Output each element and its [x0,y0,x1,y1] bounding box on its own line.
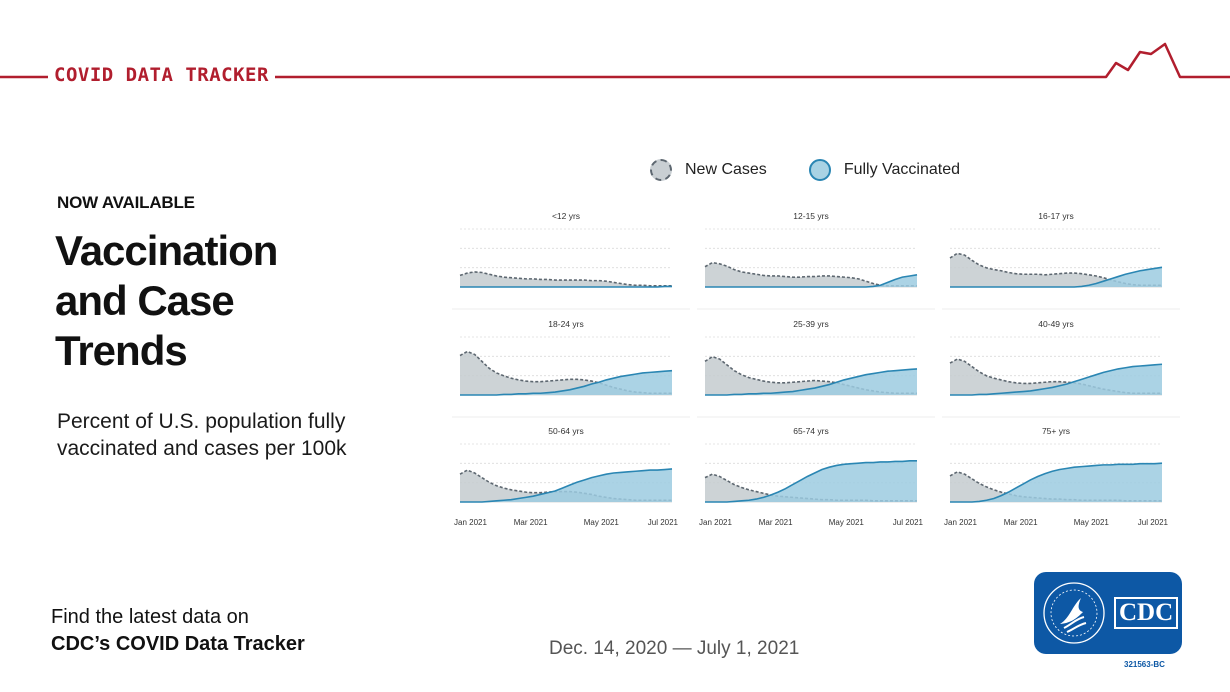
legend-new-cases: New Cases [650,159,767,181]
headline: Vaccination and Case Trends [55,226,385,376]
x-tick-label: May 2021 [584,518,620,527]
subtitle: Percent of U.S. population fully vaccina… [57,410,347,460]
header-trend-line [0,42,1230,79]
chart-legend: New Cases Fully Vaccinated [650,156,1002,184]
panel-title: 40-49 yrs [1038,319,1073,329]
kicker-label: NOW AVAILABLE [57,193,195,212]
x-tick-label: Jan 2021 [454,518,487,527]
series-line-vaccinated [460,369,673,396]
series-line-vaccinated [950,266,1163,288]
series-area-cases [705,356,917,395]
x-tick-label: Jan 2021 [944,518,977,527]
headline-line-1: Vaccination [55,227,278,274]
legend-fully-vaccinated: Fully Vaccinated [808,159,961,181]
series-area-vaccinated [950,364,1162,395]
series-area-vaccinated [460,370,672,395]
tracker-link[interactable]: CDC’s COVID Data Tracker [51,633,305,655]
x-tick-label: Jul 2021 [893,518,924,527]
series-area-cases [460,351,672,395]
x-tick-label: Mar 2021 [514,518,548,527]
document-code: 321563-BC [1124,660,1165,669]
series-area-cases [460,271,672,287]
legend-fully-vaccinated-label: Fully Vaccinated [843,161,961,178]
series-line-cases [949,252,1162,287]
x-tick-label: May 2021 [1074,518,1110,527]
series-area-cases [950,253,1162,287]
date-range: Dec. 14, 2020 — July 1, 2021 [549,638,800,659]
series-area-cases [460,470,672,502]
legend-cases-swatch-icon [650,159,672,181]
panel-title: 65-74 yrs [793,426,828,436]
series-area-vaccinated [705,460,917,502]
series-area-vaccinated [950,463,1162,502]
x-tick-label: May 2021 [829,518,865,527]
x-tick-label: Mar 2021 [759,518,793,527]
x-tick-label: Jul 2021 [648,518,679,527]
brand-title[interactable]: COVID DATA TRACKER [48,64,275,86]
series-area-vaccinated [460,468,672,502]
panel-title: 50-64 yrs [548,426,583,436]
panel-title: 75+ yrs [1042,426,1070,436]
header-rule [0,42,1230,79]
series-line-vaccinated [705,274,918,288]
series-area-vaccinated [950,267,1162,287]
panel-title: 25-39 yrs [793,319,828,329]
panel-title: 16-17 yrs [1038,211,1073,221]
legend-vax-swatch-icon [808,159,831,181]
series-line-vaccinated [950,363,1163,396]
x-tick-label: Jul 2021 [1138,518,1169,527]
series-line-cases [949,358,1162,395]
series-line-vaccinated [950,462,1163,503]
series-area-vaccinated [705,274,917,287]
headline-line-3: Trends [55,327,188,374]
cdc-logo-text: CDC [1114,597,1179,629]
x-tick-label: Jan 2021 [699,518,732,527]
cdc-logo[interactable]: CDC [1034,572,1182,654]
small-multiples-chart: <12 yrs 12-15 yrs 16-17 yrs 18-24 yrs 25-39 … [452,211,1180,527]
series-line-vaccinated [705,460,917,503]
panel-title: 12-15 yrs [793,211,828,221]
legend-new-cases-label: New Cases [685,161,767,178]
panel-title: <12 yrs [552,211,580,221]
series-line-cases [459,271,672,287]
panel-title: 18-24 yrs [548,319,583,329]
series-line-vaccinated [460,285,672,288]
footer-line-1: Find the latest data on [51,606,249,628]
series-area-cases [950,359,1162,395]
headline-line-2: and Case [55,277,235,324]
series-line-vaccinated [705,368,918,396]
hhs-eagle-icon [1043,582,1105,644]
x-tick-label: Mar 2021 [1004,518,1038,527]
series-line-cases [459,350,672,395]
series-area-cases [705,474,917,502]
series-line-vaccinated [460,468,673,503]
